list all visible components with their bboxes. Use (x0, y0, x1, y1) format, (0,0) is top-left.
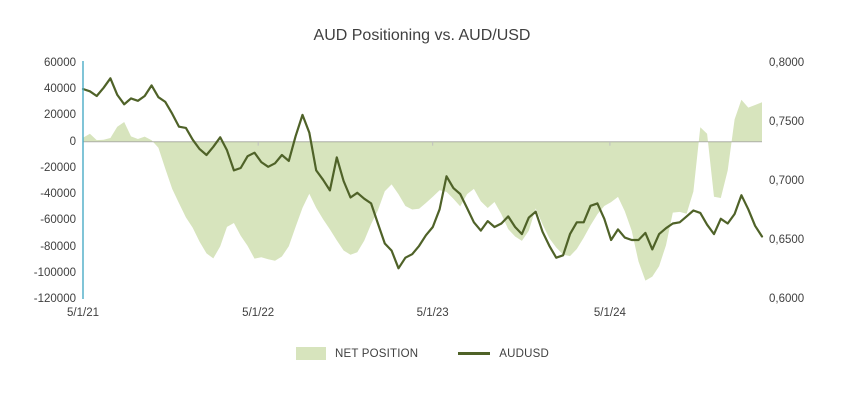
right-axis-tick-label: 0,7000 (769, 175, 805, 187)
left-axis-tick-label: -60000 (40, 214, 76, 227)
x-axis-tick-label: 5/1/21 (67, 307, 99, 319)
right-axis-tick-label: 0,8000 (769, 57, 805, 69)
left-axis-tick-label: 60000 (44, 57, 76, 69)
net-position-swatch (295, 347, 326, 360)
chart-title: AUD Positioning vs. AUD/USD (313, 27, 531, 44)
left-axis-tick-label: 40000 (44, 83, 76, 96)
net-position-area (83, 99, 762, 281)
left-axis-tick-label: -20000 (40, 161, 76, 174)
left-axis-tick-label: -40000 (40, 188, 76, 201)
left-axis-tick-label: 0 (69, 135, 76, 148)
audusd-legend-label: AUDUSD (499, 347, 550, 360)
x-axis-tick-label: 5/1/24 (593, 307, 626, 319)
left-axis-tick-label: 20000 (44, 109, 76, 122)
net-position-legend-label: NET POSITION (334, 347, 419, 360)
audusd-line-swatch (458, 352, 491, 355)
legend: NET POSITION AUDUSD (83, 347, 762, 360)
right-axis-tick-label: 0,6500 (769, 234, 805, 246)
legend-item-net-position: NET POSITION (295, 347, 419, 360)
left-axis-tick-label: -100000 (33, 266, 76, 279)
right-axis-tick-label: 0,6000 (769, 293, 805, 305)
left-axis-tick-label: -80000 (40, 240, 76, 253)
x-axis-tick-label: 5/1/22 (242, 307, 275, 319)
right-axis-tick-label: 0,7500 (769, 116, 805, 128)
legend-item-audusd: AUDUSD (458, 348, 549, 360)
left-axis-tick-label: -120000 (33, 293, 76, 305)
x-axis-tick-label: 5/1/23 (416, 307, 449, 319)
audusd-line (81, 77, 764, 270)
